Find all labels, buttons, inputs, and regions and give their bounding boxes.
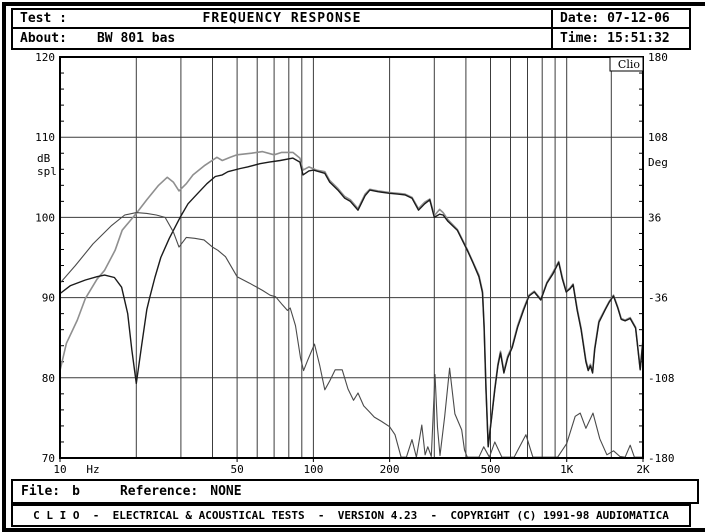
reference-label: Reference:	[119, 484, 199, 499]
date-label: Date:	[560, 11, 600, 26]
time-value: 15:51:32	[607, 31, 670, 46]
x-tick-label: 500	[481, 463, 501, 476]
header-date-cell: Date: 07-12-06	[551, 10, 689, 29]
file-bar: File: b Reference: NONE	[11, 479, 699, 504]
y-left-tick-label: 120	[35, 51, 55, 64]
footer-bar: C L I O - ELECTRICAL & ACOUSTICAL TESTS …	[11, 504, 691, 527]
file-value: b	[72, 484, 80, 499]
y-left-axis-label: dB	[37, 152, 51, 165]
header-test-row: Test : FREQUENCY RESPONSE	[13, 10, 551, 29]
curve-response-lower-black	[60, 157, 643, 448]
x-tick-label: 10	[53, 463, 66, 476]
reference-value: NONE	[210, 484, 242, 499]
y-right-axis-label: Deg	[648, 156, 668, 169]
x-axis-unit-label: Hz	[86, 463, 99, 476]
time-label: Time:	[560, 31, 600, 46]
page-title: FREQUENCY RESPONSE	[202, 11, 362, 26]
y-right-tick-label: -108	[648, 372, 675, 385]
file-label: File:	[21, 484, 61, 499]
y-left-tick-label: 100	[35, 211, 55, 224]
header-about-row: About: BW 801 bas	[13, 29, 551, 48]
y-right-tick-label: 108	[648, 131, 668, 144]
y-right-tick-label: 180	[648, 51, 668, 64]
y-right-tick-label: 36	[648, 211, 661, 224]
x-tick-label: 2K	[636, 463, 650, 476]
x-tick-label: 200	[380, 463, 400, 476]
date-value: 07-12-06	[607, 11, 670, 26]
y-left-tick-label: 110	[35, 131, 55, 144]
header-time-cell: Time: 15:51:32	[551, 29, 689, 48]
footer-text: C L I O - ELECTRICAL & ACOUSTICAL TESTS …	[33, 509, 669, 522]
y-left-tick-label: 80	[42, 372, 55, 385]
x-tick-label: 1K	[560, 463, 574, 476]
x-tick-label: 100	[303, 463, 323, 476]
y-left-tick-label: 90	[42, 292, 55, 305]
clio-watermark-box	[609, 56, 644, 72]
y-left-tick-label: 70	[42, 452, 55, 465]
y-left-axis-label: spl	[37, 165, 57, 178]
about-value: BW 801 bas	[96, 31, 176, 46]
y-right-tick-label: -180	[648, 452, 675, 465]
clio-watermark: Clio	[618, 58, 640, 71]
plot-frame	[59, 56, 644, 459]
header: Test : FREQUENCY RESPONSE Date: 07-12-06…	[11, 8, 691, 50]
x-tick-label: 50	[230, 463, 243, 476]
about-label: About:	[20, 31, 67, 46]
test-label: Test :	[20, 11, 67, 26]
y-right-tick-label: -36	[648, 292, 668, 305]
